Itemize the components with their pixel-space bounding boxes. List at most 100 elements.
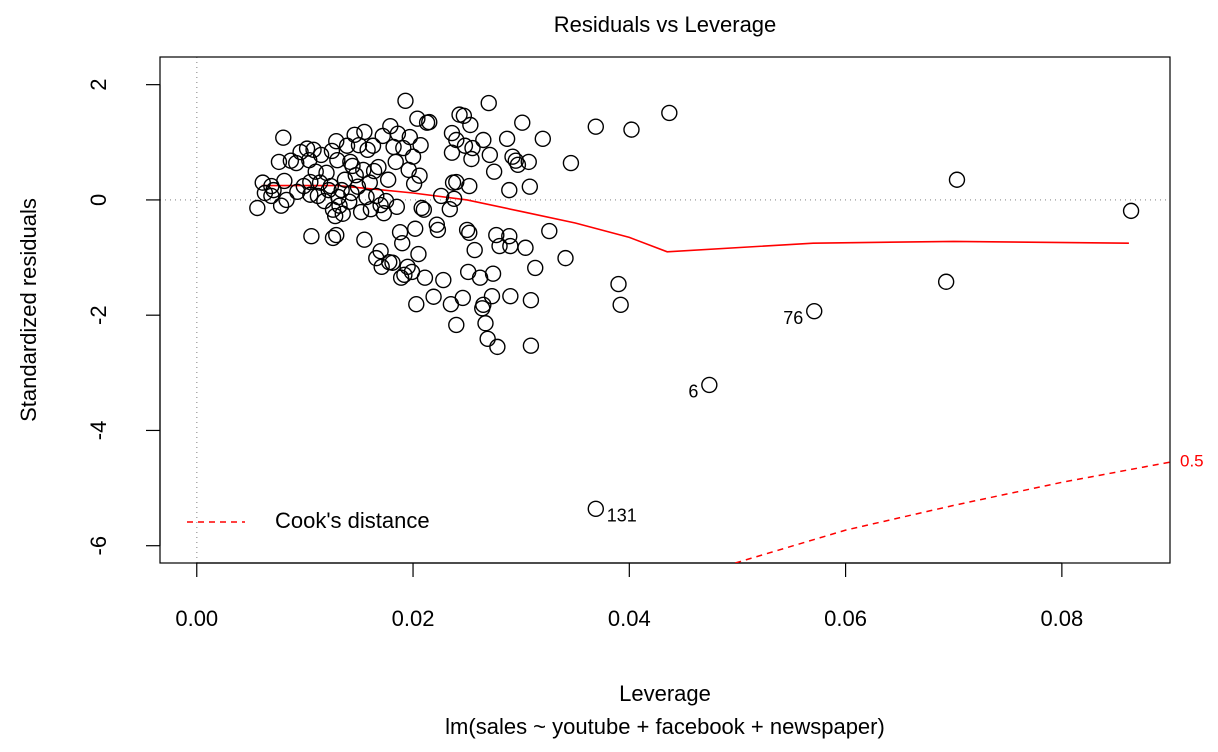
point (323, 142, 341, 160)
point (444, 174, 462, 191)
x-axis-label: Leverage (619, 681, 711, 706)
point (448, 131, 465, 149)
point (396, 266, 413, 284)
point (448, 173, 465, 191)
point (463, 150, 480, 168)
point (464, 139, 481, 157)
cook-contour-label: 0.5 (1180, 452, 1204, 471)
point (623, 121, 640, 138)
point (401, 128, 418, 146)
point (475, 296, 492, 314)
point (471, 269, 489, 286)
point (276, 172, 293, 190)
point (379, 171, 397, 188)
point (527, 259, 544, 277)
chart-title: Residuals vs Leverage (554, 12, 777, 37)
cook-contour (735, 461, 1170, 563)
point (410, 245, 427, 263)
point (254, 174, 271, 191)
y-tick-label: -6 (86, 536, 111, 556)
x-tick-label: 0.00 (175, 606, 218, 631)
point-label: 131 (607, 506, 637, 526)
point (312, 146, 330, 164)
point (454, 289, 471, 307)
point (361, 174, 378, 191)
point (397, 92, 414, 109)
point (341, 193, 358, 210)
point (488, 226, 505, 244)
point (372, 196, 389, 214)
point (522, 292, 540, 309)
point (411, 167, 428, 184)
point (806, 302, 823, 320)
point (480, 94, 497, 112)
point (520, 153, 537, 171)
y-tick-label: -4 (86, 421, 111, 441)
point (343, 184, 360, 202)
point (504, 148, 521, 165)
point (502, 237, 519, 255)
point (610, 275, 627, 293)
point (302, 173, 319, 191)
point (356, 231, 373, 248)
point (517, 239, 534, 256)
point (409, 110, 426, 127)
point (395, 139, 412, 157)
y-tick-label: 0 (86, 194, 111, 206)
point (265, 181, 282, 199)
point (404, 148, 422, 165)
point (352, 203, 370, 221)
point (272, 197, 290, 214)
point (365, 162, 383, 180)
point (456, 137, 474, 154)
plot-box (159, 56, 1171, 564)
x-tick-label: 0.06 (824, 606, 867, 631)
point (270, 153, 288, 171)
point (1122, 202, 1140, 220)
point (249, 199, 266, 217)
point (477, 315, 494, 332)
point (394, 234, 411, 252)
point (377, 192, 395, 210)
point (461, 177, 478, 195)
point (462, 116, 479, 134)
x-tick-label: 0.04 (608, 606, 651, 631)
point (364, 137, 382, 154)
point (701, 376, 718, 394)
point (937, 273, 955, 290)
point (507, 152, 524, 169)
point (375, 204, 393, 222)
point (412, 136, 429, 154)
point (948, 171, 966, 188)
point (445, 190, 463, 207)
point (481, 146, 499, 164)
point (441, 200, 459, 218)
point (301, 151, 318, 169)
point (562, 154, 580, 172)
point (415, 201, 433, 218)
point (541, 222, 558, 240)
point (661, 104, 678, 122)
point (501, 181, 518, 199)
point (324, 229, 342, 247)
point (387, 153, 404, 171)
point (370, 158, 387, 176)
point (288, 154, 305, 172)
point (302, 186, 319, 203)
point (278, 191, 295, 209)
point (458, 221, 476, 239)
point (329, 151, 346, 169)
smooth-line (261, 184, 1129, 253)
point (479, 330, 496, 348)
point (489, 338, 506, 356)
point (557, 249, 574, 267)
point (416, 269, 434, 286)
point (612, 296, 629, 314)
point (491, 237, 508, 255)
point (331, 197, 348, 214)
point (359, 141, 376, 158)
point (328, 132, 345, 150)
point (407, 220, 424, 237)
point (333, 181, 350, 199)
